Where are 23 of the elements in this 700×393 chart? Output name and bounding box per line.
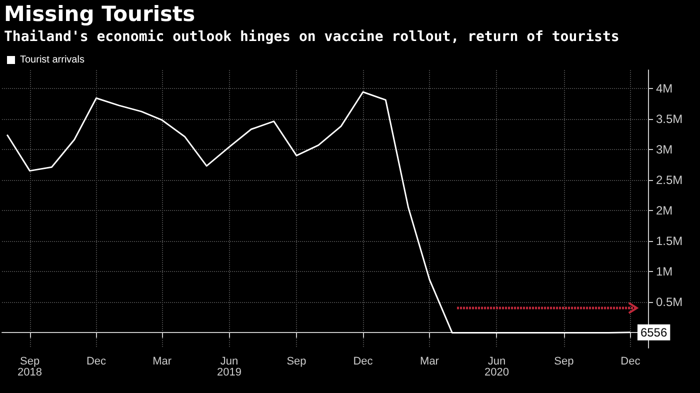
x-tick-label: Mar	[420, 356, 440, 368]
chart-subtitle: Thailand's economic outlook hinges on vaccine rollout, return of tourists	[4, 29, 620, 45]
x-tick-label: Mar	[152, 356, 172, 368]
y-tick-label: 0.5M	[656, 295, 683, 310]
x-tick-label: Dec	[353, 356, 374, 368]
x-tick-label: Jun 2020	[484, 356, 509, 378]
data-label: 6556	[640, 325, 668, 340]
y-tick-label: 2.5M	[656, 172, 683, 187]
x-tick-label: Jun 2019	[217, 356, 242, 378]
x-tick-label: Sep	[286, 356, 306, 368]
legend-label: Tourist arrivals	[20, 54, 84, 66]
chart-title: Missing Tourists	[4, 2, 196, 26]
line-series	[6, 91, 632, 334]
y-tick-label: 4M	[656, 81, 673, 96]
y-tick-label: 3.5M	[656, 112, 683, 126]
x-tick-label: Dec	[620, 356, 641, 368]
y-tick-label: 1.5M	[656, 234, 683, 248]
y-tick-label: 1M	[656, 264, 673, 279]
y-tick-label: 3M	[656, 142, 673, 156]
x-tick-label: Sep	[554, 356, 574, 368]
y-tick-label: 2M	[656, 204, 673, 218]
x-tick-label: Dec	[86, 356, 107, 368]
x-tick-label: Sep 2018	[18, 356, 42, 378]
